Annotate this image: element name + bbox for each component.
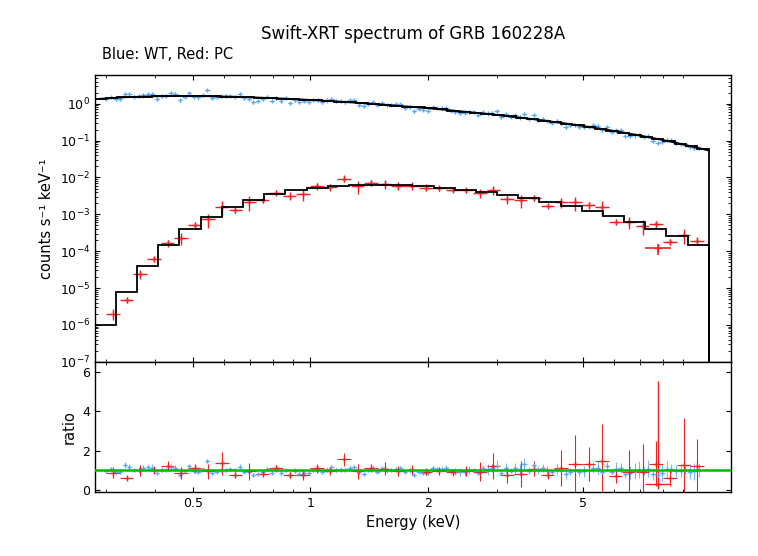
Text: Blue: WT, Red: PC: Blue: WT, Red: PC [102, 47, 233, 62]
X-axis label: Energy (keV): Energy (keV) [366, 515, 460, 530]
Y-axis label: counts s⁻¹ keV⁻¹: counts s⁻¹ keV⁻¹ [39, 158, 54, 279]
Y-axis label: ratio: ratio [61, 410, 77, 444]
Text: Swift-XRT spectrum of GRB 160228A: Swift-XRT spectrum of GRB 160228A [261, 25, 565, 43]
